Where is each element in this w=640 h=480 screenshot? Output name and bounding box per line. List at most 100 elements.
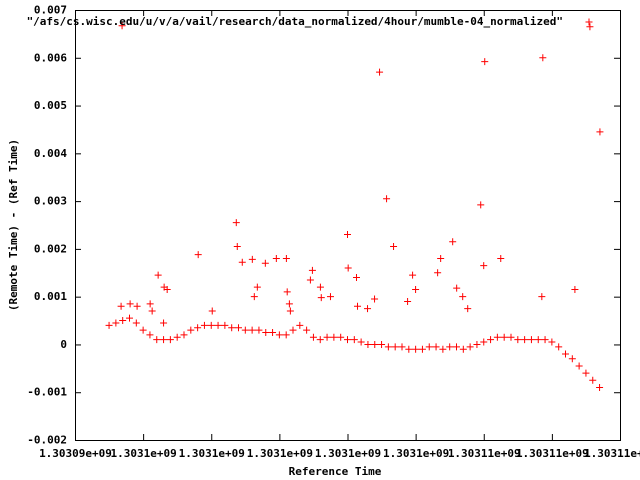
data-point [571,286,579,293]
y-tick-label: 0 [60,338,67,351]
data-point [303,326,311,334]
data-point [200,321,208,329]
data-point [481,58,489,66]
data-point [480,338,488,346]
x-tick-label: 1.3031e+09 [383,447,449,460]
data-point [487,336,495,344]
y-tick-label: 0.003 [34,195,67,208]
data-point [208,307,216,315]
data-point [412,345,420,353]
x-tick-label: 1.3031e+09 [111,447,177,460]
data-point [350,336,358,344]
x-tick-label: 1.30311e+09 [448,447,521,460]
data-point [575,362,583,370]
data-point [514,336,522,344]
data-point [306,276,314,284]
data-point [596,383,604,391]
data-point [255,326,263,334]
data-point [459,345,467,353]
x-tick-label: 1.30311e+09 [584,447,640,460]
data-point [384,343,392,351]
data-point [289,326,297,334]
legend-label: "/afs/cs.wisc.edu/u/v/a/vail/research/da… [27,15,563,28]
data-point [309,333,317,341]
data-point [326,293,334,301]
data-point [354,302,362,310]
data-point [272,254,280,262]
data-point [250,293,258,301]
data-point [330,333,338,341]
data-point [160,336,168,344]
data-point [527,336,535,344]
data-point [118,22,126,30]
data-point [119,317,127,325]
data-point [146,300,154,308]
data-point [316,283,324,291]
data-point [132,319,140,327]
data-point [466,343,474,351]
data-point [286,307,294,315]
data-point [473,340,481,348]
x-tick-label: 1.3031e+09 [179,447,245,460]
data-point [194,251,202,259]
legend-marker [585,18,593,26]
data-point [296,321,304,329]
data-point [357,338,365,346]
x-tick-label: 1.3031e+09 [247,447,313,460]
data-point [253,283,261,291]
y-tick-label: 0.005 [34,99,67,112]
data-point [133,302,141,310]
data-point [352,274,360,282]
data-point [449,238,457,246]
data-point [538,293,546,301]
data-point [589,376,597,384]
data-point [248,255,256,263]
data-point [282,254,290,262]
data-point [437,254,445,262]
data-point [539,54,547,62]
data-point [439,345,447,353]
data-point [459,293,467,301]
data-point [391,343,399,351]
data-point [480,262,488,270]
data-point [241,326,249,334]
y-tick-label: 0.004 [34,147,67,160]
data-point [344,231,351,239]
data-point [446,343,454,351]
data-point [383,195,391,203]
data-point [541,336,549,344]
data-point [412,286,420,293]
data-point [221,321,229,329]
data-point [269,329,277,336]
data-point [248,326,256,334]
y-tick-label: 0.006 [34,51,67,64]
x-tick-label: 1.3031e+09 [315,447,381,460]
data-point [405,345,413,353]
data-point [378,340,386,348]
y-tick-label: 0.007 [34,4,67,17]
x-tick-label: 1.30309e+09 [39,447,112,460]
x-tick-label: 1.30311e+09 [516,447,589,460]
data-point [238,258,246,266]
data-point [117,302,125,310]
data-point [404,297,412,305]
data-point [453,343,460,351]
data-point [376,68,384,76]
data-point [187,326,195,334]
data-point [112,319,120,327]
data-point [154,271,162,279]
y-axis-label: (Remote Time) - (Ref Time) [7,139,20,311]
data-point [160,319,168,327]
data-point [316,336,324,344]
data-point [139,326,147,334]
data-point [166,336,174,344]
y-tick-label: -0.001 [27,386,67,399]
data-point [337,333,345,341]
data-point [282,331,290,339]
data-point [371,295,379,303]
data-point [371,340,379,348]
data-point [507,333,515,341]
data-point [180,331,188,339]
data-point [235,324,242,332]
